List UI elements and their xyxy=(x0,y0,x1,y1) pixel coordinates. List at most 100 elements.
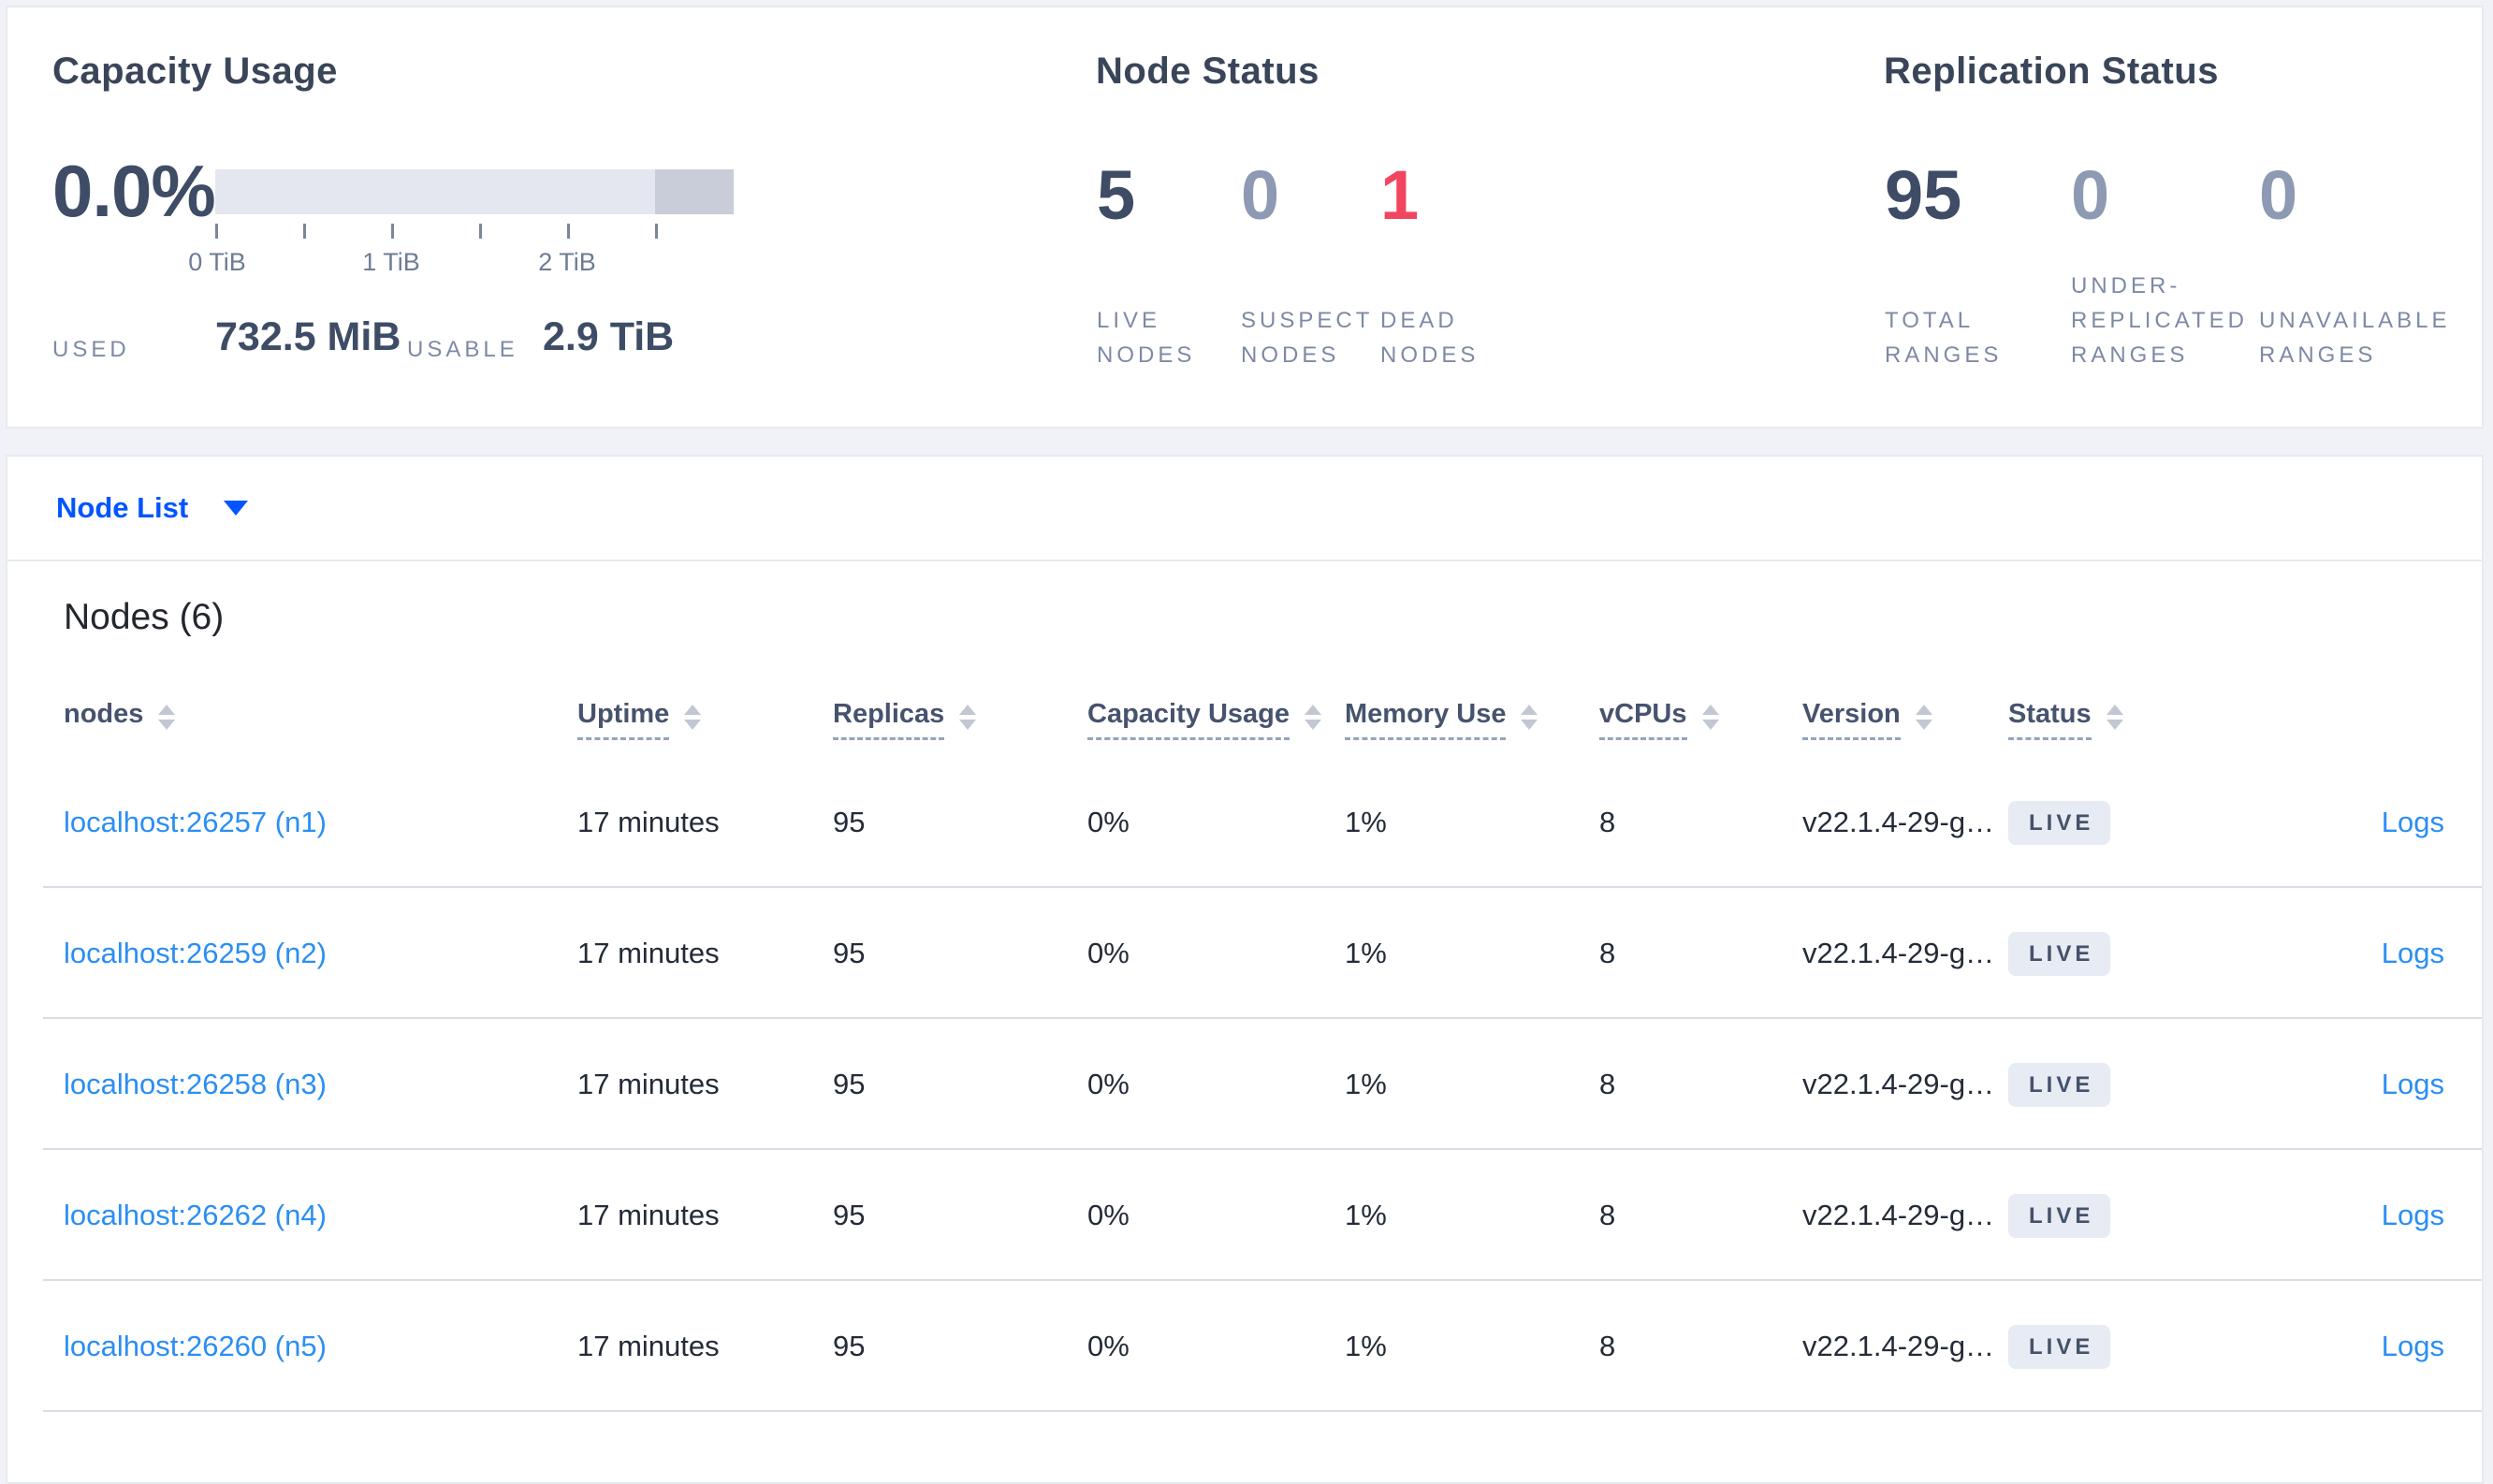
column-header-capacity-usage[interactable]: Capacity Usage xyxy=(1087,699,1345,740)
capacity-bar-reserved-segment xyxy=(655,169,734,214)
dead-nodes-count: 1 xyxy=(1380,156,1420,234)
sort-icon xyxy=(959,704,977,730)
usable-value: 2.9 TiB xyxy=(543,314,675,359)
node-link[interactable]: localhost:26259 (n2) xyxy=(64,937,327,969)
under-replicated-count: 0 xyxy=(2071,156,2110,234)
under-replicated-ranges-stat: 0 UNDER-REPLICATED RANGES xyxy=(2071,157,2272,372)
axis-tick-mark xyxy=(215,224,218,239)
capacity-bar-axis: 0 TiB 1 TiB 2 TiB xyxy=(188,224,734,289)
node-list-dropdown[interactable]: Node List xyxy=(56,491,249,525)
node-list-panel: Node List Nodes (6) nodes Uptime Replica… xyxy=(6,455,2484,1484)
status-badge: LIVE xyxy=(2008,1062,2111,1107)
column-header-vcpus[interactable]: vCPUs xyxy=(1599,699,1802,740)
axis-tick-mark xyxy=(391,224,394,239)
axis-tick-mark xyxy=(655,224,658,239)
vcpus-cell: 8 xyxy=(1599,1068,1616,1100)
node-status-title: Node Status xyxy=(1096,51,1319,92)
logs-link[interactable]: Logs xyxy=(2381,1199,2444,1231)
total-ranges-count: 95 xyxy=(1885,156,1962,234)
replicas-cell: 95 xyxy=(833,806,866,838)
logs-link[interactable]: Logs xyxy=(2381,1068,2444,1100)
logs-link[interactable]: Logs xyxy=(2381,806,2444,838)
logs-link[interactable]: Logs xyxy=(2381,1330,2444,1362)
table-row: localhost:26259 (n2) 17 minutes 95 0% 1%… xyxy=(7,888,2482,1019)
logs-link[interactable]: Logs xyxy=(2381,937,2444,969)
axis-tick-label: 2 TiB xyxy=(538,248,596,276)
vcpus-cell: 8 xyxy=(1599,1199,1616,1231)
memory-cell: 1% xyxy=(1345,806,1387,838)
live-nodes-label: LIVE NODES xyxy=(1097,308,1196,368)
used-value: 732.5 MiB xyxy=(215,314,401,359)
vcpus-cell: 8 xyxy=(1599,937,1616,969)
column-header-nodes[interactable]: nodes xyxy=(64,699,577,740)
column-header-version[interactable]: Version xyxy=(1802,699,2008,740)
replicas-cell: 95 xyxy=(833,1199,866,1231)
node-link[interactable]: localhost:26262 (n4) xyxy=(64,1199,327,1231)
status-badge: LIVE xyxy=(2008,931,2111,976)
axis-tick-label: 1 TiB xyxy=(362,248,420,276)
version-cell: v22.1.4-29-g… xyxy=(1802,1199,1995,1231)
sort-icon xyxy=(1521,704,1538,730)
version-cell: v22.1.4-29-g… xyxy=(1802,937,1995,969)
axis-tick-mark xyxy=(479,224,482,239)
under-replicated-label: UNDER-REPLICATED RANGES xyxy=(2071,273,2248,368)
replication-status-title: Replication Status xyxy=(1884,51,2219,92)
memory-cell: 1% xyxy=(1345,1068,1387,1100)
usable-label: USABLE xyxy=(407,337,518,362)
uptime-cell: 17 minutes xyxy=(577,806,720,838)
replicas-cell: 95 xyxy=(833,937,866,969)
node-link[interactable]: localhost:26260 (n5) xyxy=(64,1330,327,1362)
node-list-dropdown-label: Node List xyxy=(56,491,189,524)
total-ranges-stat: 95 TOTAL RANGES xyxy=(1885,157,2044,372)
dead-nodes-stat: 1 DEAD NODES xyxy=(1380,157,1521,372)
live-nodes-count: 5 xyxy=(1097,156,1136,234)
status-badge: LIVE xyxy=(2008,1193,2111,1238)
table-row: localhost:26258 (n3) 17 minutes 95 0% 1%… xyxy=(7,1019,2482,1150)
version-cell: v22.1.4-29-g… xyxy=(1802,1068,1995,1100)
cluster-summary-panel: Capacity Usage 0.0% 0 TiB 1 TiB 2 TiB US… xyxy=(6,6,2484,429)
column-header-replicas[interactable]: Replicas xyxy=(833,699,1087,740)
capacity-cell: 0% xyxy=(1087,1068,1130,1100)
replicas-cell: 95 xyxy=(833,1330,866,1362)
capacity-cell: 0% xyxy=(1087,1330,1130,1362)
sort-icon xyxy=(2106,704,2123,730)
node-list-header-bar: Node List xyxy=(7,457,2482,561)
uptime-cell: 17 minutes xyxy=(577,937,720,969)
unavailable-label: UNAVAILABLE RANGES xyxy=(2259,308,2451,368)
vcpus-cell: 8 xyxy=(1599,1330,1616,1362)
axis-tick-mark xyxy=(567,224,570,239)
sort-icon xyxy=(1305,704,1321,730)
table-header-row: nodes Uptime Replicas Capacity Usage Mem… xyxy=(7,682,2482,757)
capacity-cell: 0% xyxy=(1087,806,1130,838)
suspect-nodes-count: 0 xyxy=(1241,156,1280,234)
capacity-percent-value: 0.0% xyxy=(52,150,216,232)
used-label: USED xyxy=(52,337,130,362)
node-link[interactable]: localhost:26258 (n3) xyxy=(64,1068,327,1100)
table-row: localhost:26260 (n5) 17 minutes 95 0% 1%… xyxy=(7,1281,2482,1412)
unavailable-count: 0 xyxy=(2259,156,2298,234)
node-link[interactable]: localhost:26257 (n1) xyxy=(64,806,327,838)
replicas-cell: 95 xyxy=(833,1068,866,1100)
capacity-cell: 0% xyxy=(1087,1199,1130,1231)
axis-tick-label: 0 TiB xyxy=(188,248,246,276)
suspect-nodes-stat: 0 SUSPECT NODES xyxy=(1241,157,1377,372)
sort-icon xyxy=(684,704,702,730)
capacity-usage-bar xyxy=(215,169,734,214)
live-nodes-stat: 5 LIVE NODES xyxy=(1097,157,1228,372)
memory-cell: 1% xyxy=(1345,937,1387,969)
column-header-uptime[interactable]: Uptime xyxy=(577,699,833,740)
vcpus-cell: 8 xyxy=(1599,806,1616,838)
dead-nodes-label: DEAD NODES xyxy=(1380,308,1480,368)
memory-cell: 1% xyxy=(1345,1199,1387,1231)
uptime-cell: 17 minutes xyxy=(577,1199,720,1231)
axis-tick-mark xyxy=(303,224,306,239)
capacity-bar-usable-segment xyxy=(215,169,655,214)
column-header-status[interactable]: Status xyxy=(2008,699,2209,740)
status-badge: LIVE xyxy=(2008,1324,2111,1369)
sort-icon xyxy=(1915,704,1932,730)
column-header-memory-use[interactable]: Memory Use xyxy=(1345,699,1599,740)
capacity-cell: 0% xyxy=(1087,937,1130,969)
nodes-section-title: Nodes (6) xyxy=(64,597,225,637)
uptime-cell: 17 minutes xyxy=(577,1068,720,1100)
status-badge: LIVE xyxy=(2008,800,2111,845)
